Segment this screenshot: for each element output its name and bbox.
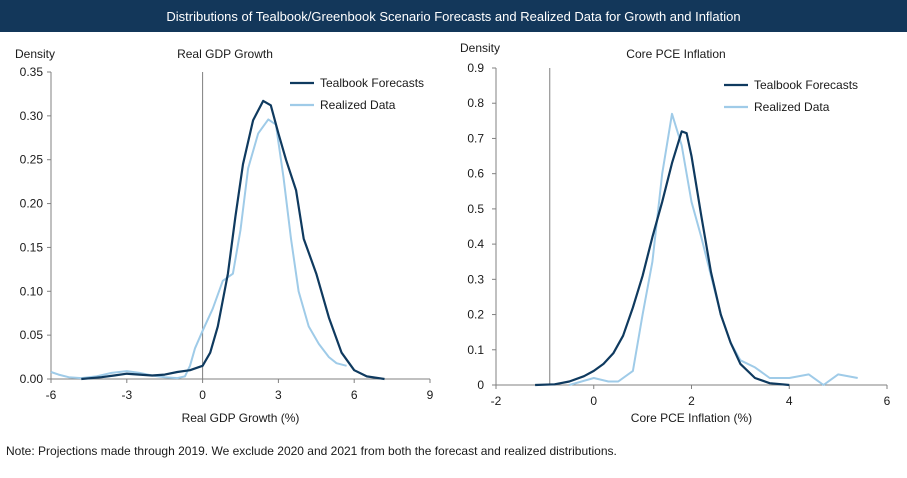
y-tick-label: 0.9 xyxy=(467,61,484,75)
x-tick-label: -3 xyxy=(121,388,132,402)
x-tick-label: 6 xyxy=(351,388,358,402)
x-axis-title: Core PCE Inflation (%) xyxy=(631,411,752,425)
banner-title: Distributions of Tealbook/Greenbook Scen… xyxy=(0,0,907,32)
series-line-realized-data xyxy=(50,118,347,380)
y-tick-label: 0.25 xyxy=(20,153,44,167)
legend-label: Tealbook Forecasts xyxy=(320,76,424,90)
y-tick-label: 0.6 xyxy=(467,167,484,181)
y-axis-title: Density xyxy=(15,47,55,61)
series-line-realized-data xyxy=(569,112,858,386)
y-tick-label: 0.15 xyxy=(20,240,44,254)
series-line-tealbook-forecasts xyxy=(535,130,790,387)
x-tick-label: -2 xyxy=(491,394,502,408)
chart-core-pce-inflation: 0 0.1 0.2 0.3 0.4 0.5 0.6 0.7 0.8 0.9 -2 0 2 4 6 Densit… xyxy=(460,41,891,425)
x-tick-label: 0 xyxy=(199,388,206,402)
y-tick-label: 0.1 xyxy=(467,343,484,357)
legend-label: Realized Data xyxy=(320,98,396,112)
x-tick-label: 4 xyxy=(786,394,793,408)
y-tick-label: 0.00 xyxy=(20,372,44,386)
legend-label: Tealbook Forecasts xyxy=(754,78,858,92)
x-axis-title: Real GDP Growth (%) xyxy=(182,411,300,425)
y-tick-label: 0.3 xyxy=(467,272,484,286)
chart-gdp-growth: 0.00 0.05 0.10 0.15 0.20 0.25 0.30 0.35 -6 -3 0 3 6 9… xyxy=(15,47,434,425)
footnote: Note: Projections made through 2019. We … xyxy=(6,444,617,458)
series-line-tealbook-forecasts xyxy=(81,99,385,381)
y-tick-label: 0.4 xyxy=(467,237,484,251)
y-tick-label: 0.7 xyxy=(467,131,484,145)
x-tick-label: 3 xyxy=(275,388,282,402)
legend-label: Realized Data xyxy=(754,100,830,114)
x-tick-label: -6 xyxy=(46,388,57,402)
y-tick-label: 0.20 xyxy=(20,197,44,211)
y-tick-label: 0 xyxy=(477,378,484,392)
chart-title: Real GDP Growth xyxy=(177,47,273,61)
y-tick-label: 0.05 xyxy=(20,328,44,342)
x-tick-label: 2 xyxy=(688,394,695,408)
x-tick-label: 0 xyxy=(590,394,597,408)
x-tick-label: 9 xyxy=(427,388,434,402)
y-tick-label: 0.8 xyxy=(467,96,484,110)
y-tick-label: 0.2 xyxy=(467,308,484,322)
y-axis-title: Density xyxy=(460,41,500,55)
y-tick-label: 0.30 xyxy=(20,109,44,123)
y-tick-label: 0.35 xyxy=(20,65,44,79)
y-tick-label: 0.10 xyxy=(20,284,44,298)
chart-title: Core PCE Inflation xyxy=(626,47,725,61)
x-tick-label: 6 xyxy=(884,394,891,408)
y-tick-label: 0.5 xyxy=(467,202,484,216)
